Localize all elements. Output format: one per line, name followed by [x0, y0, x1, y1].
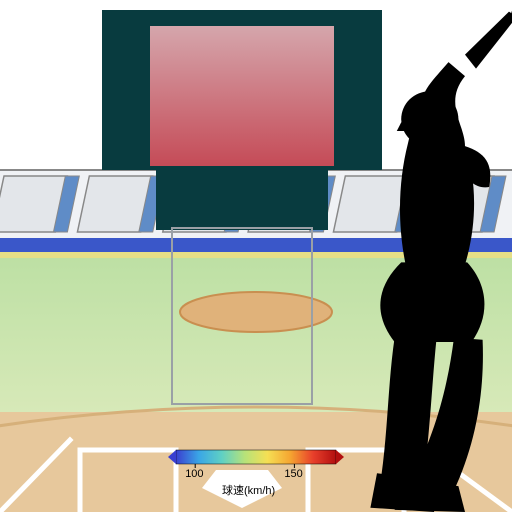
legend-tick-0: 100: [185, 468, 203, 480]
pitch-chart-svg: [0, 0, 512, 512]
legend-tick-1: 150: [284, 468, 302, 480]
legend-caption: 球速(km/h): [222, 482, 275, 498]
pitch-chart: 100 150 球速(km/h): [0, 0, 512, 512]
